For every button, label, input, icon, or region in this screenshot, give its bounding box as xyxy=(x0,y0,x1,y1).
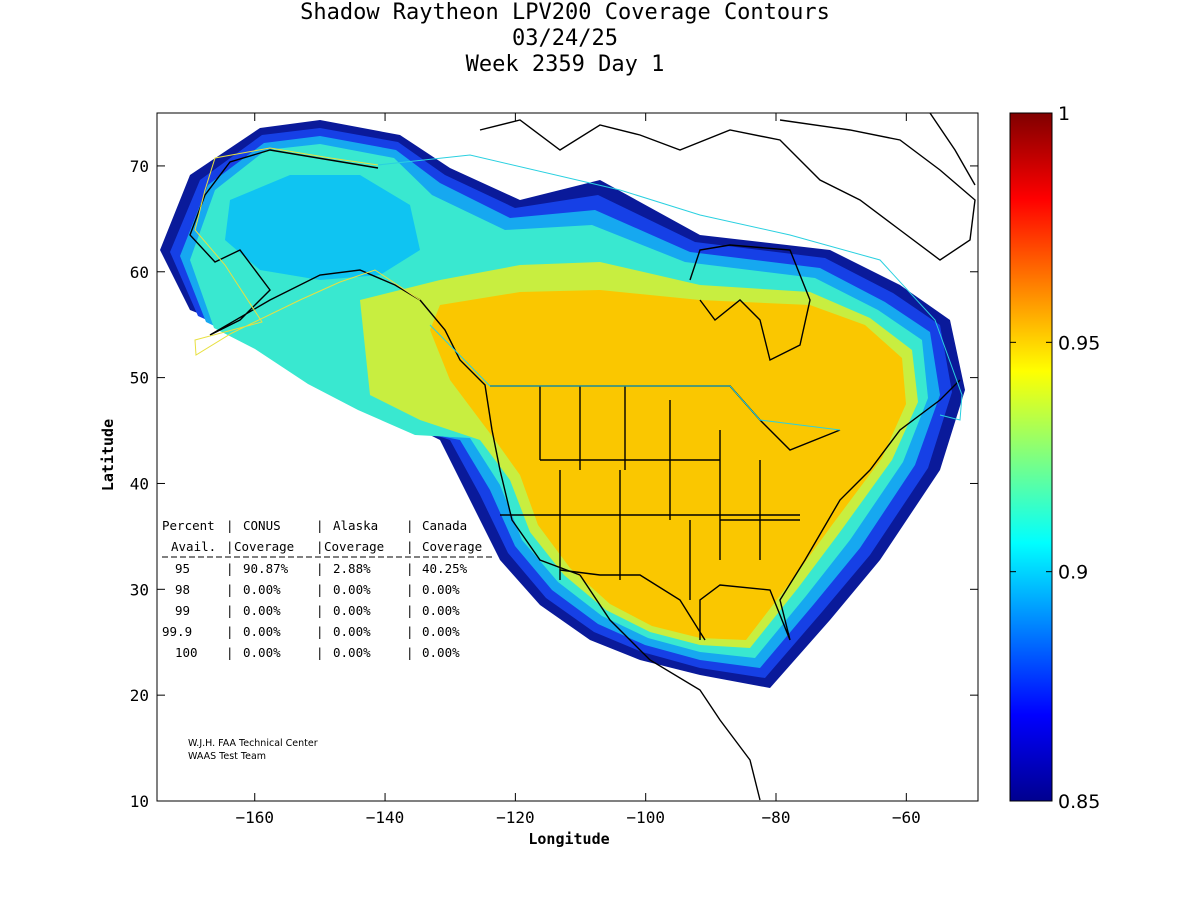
table-header-alaska: Alaska xyxy=(333,518,378,533)
colorbar-tick-label: 0.85 xyxy=(1058,791,1100,813)
mexico-coast xyxy=(579,574,761,801)
table-sep: | xyxy=(406,539,414,554)
table-cell: 0.00% xyxy=(243,582,281,597)
table-cell: 99 xyxy=(175,603,190,618)
chart-date: 03/24/25 xyxy=(512,26,618,51)
x-tick-label: −100 xyxy=(626,808,665,827)
table-sep: | xyxy=(226,603,234,618)
table-sep: | xyxy=(316,539,324,554)
y-tick-label: 40 xyxy=(130,474,149,493)
table-cell: 0.00% xyxy=(422,624,460,639)
x-tick-label: −80 xyxy=(762,808,791,827)
coverage-table: Percent | CONUS | Alaska | Canada Avail.… xyxy=(162,518,495,660)
table-sep: | xyxy=(316,624,324,639)
y-tick-label: 30 xyxy=(130,580,149,599)
table-rows: 95 90.87% 2.88% 40.25% | | | 98 0.00% 0.00% 0.00% |… xyxy=(162,561,468,660)
table-cell: 90.87% xyxy=(243,561,289,576)
y-tick-label: 60 xyxy=(130,263,149,282)
y-tick-label: 70 xyxy=(130,157,149,176)
table-sep: | xyxy=(226,561,234,576)
table-sep: | xyxy=(226,539,234,554)
fir-boundaries xyxy=(194,147,963,431)
table-cell: 0.00% xyxy=(243,603,281,618)
table-header-coverage: Coverage xyxy=(234,539,294,554)
hudson-bay xyxy=(689,244,811,362)
us-mexico-border xyxy=(559,569,706,641)
chart-title: Shadow Raytheon LPV200 Coverage Contours xyxy=(300,0,830,25)
table-cell: 100 xyxy=(175,645,198,660)
table-cell: 0.00% xyxy=(422,645,460,660)
x-axis-ticks: −160 −140 −120 −100 −80 −60 xyxy=(235,113,921,827)
table-header-canada: Canada xyxy=(422,518,467,533)
contour-alaska-hole xyxy=(225,175,420,280)
table-cell: 2.88% xyxy=(333,561,371,576)
x-tick-label: −60 xyxy=(892,808,921,827)
chart-week: Week 2359 Day 1 xyxy=(465,52,665,77)
conus-fir-boundary xyxy=(429,324,841,431)
colorbar-tick-label: 1 xyxy=(1058,103,1070,125)
x-axis-title: Longitude xyxy=(528,830,609,848)
table-sep: | xyxy=(406,603,414,618)
table-cell: 0.00% xyxy=(333,624,371,639)
table-sep: | xyxy=(316,603,324,618)
table-sep: | xyxy=(406,624,414,639)
table-header-coverage: Coverage xyxy=(422,539,482,554)
contour-095 xyxy=(430,290,906,640)
table-sep: | xyxy=(316,518,324,533)
table-cell: 0.00% xyxy=(422,603,460,618)
table-sep: | xyxy=(226,624,234,639)
table-header-avail: Avail. xyxy=(171,539,216,554)
y-axis-ticks: 10 20 30 40 50 60 70 xyxy=(130,157,978,811)
table-sep: | xyxy=(316,645,324,660)
arctic-islands xyxy=(479,119,976,261)
gulf-coast xyxy=(699,379,961,641)
table-cell: 0.00% xyxy=(333,603,371,618)
colorbar-bar xyxy=(1009,112,1053,802)
table-sep: | xyxy=(316,561,324,576)
table-header-coverage: Coverage xyxy=(324,539,384,554)
table-sep: | xyxy=(226,645,234,660)
colorbar-tick-label: 0.95 xyxy=(1058,332,1100,354)
table-sep: | xyxy=(406,645,414,660)
table-cell: 0.00% xyxy=(243,624,281,639)
table-header-percent: Percent xyxy=(162,518,215,533)
credit-line-2: WAAS Test Team xyxy=(188,751,266,762)
y-tick-label: 20 xyxy=(130,686,149,705)
table-cell: 95 xyxy=(175,561,190,576)
colorbar-tick-label: 0.9 xyxy=(1058,562,1088,584)
table-cell: 98 xyxy=(175,582,190,597)
table-cell: 0.00% xyxy=(333,582,371,597)
table-cell: 0.00% xyxy=(422,582,460,597)
table-header-conus: CONUS xyxy=(243,518,281,533)
table-cell: 0.00% xyxy=(243,645,281,660)
table-sep: | xyxy=(406,518,414,533)
canada-fir-boundary xyxy=(377,154,963,421)
colorbar-ticks: 1 0.95 0.9 0.85 xyxy=(1010,103,1100,813)
canada-west-coast xyxy=(419,299,501,471)
table-cell: 40.25% xyxy=(422,561,468,576)
table-sep: | xyxy=(226,518,234,533)
table-sep: | xyxy=(406,561,414,576)
table-sep: | xyxy=(226,582,234,597)
coverage-contours xyxy=(160,120,965,688)
y-tick-label: 10 xyxy=(130,792,149,811)
x-tick-label: −140 xyxy=(366,808,405,827)
us-state-grid xyxy=(500,386,800,600)
credit-line-1: W.J.H. FAA Technical Center xyxy=(188,738,318,749)
title-block: Shadow Raytheon LPV200 Coverage Contours… xyxy=(0,0,1130,78)
alaska-outline xyxy=(189,149,421,336)
x-tick-label: −120 xyxy=(496,808,535,827)
plot-frame xyxy=(156,112,979,802)
table-sep: | xyxy=(406,582,414,597)
table-cell: 99.9 xyxy=(162,624,192,639)
y-axis-title: Latitude xyxy=(99,419,117,491)
x-tick-label: −160 xyxy=(235,808,274,827)
greenland-edge xyxy=(929,113,976,186)
y-tick-label: 50 xyxy=(130,369,149,388)
alaska-fir-boundary xyxy=(194,147,421,356)
table-cell: 0.00% xyxy=(333,645,371,660)
table-sep: | xyxy=(316,582,324,597)
